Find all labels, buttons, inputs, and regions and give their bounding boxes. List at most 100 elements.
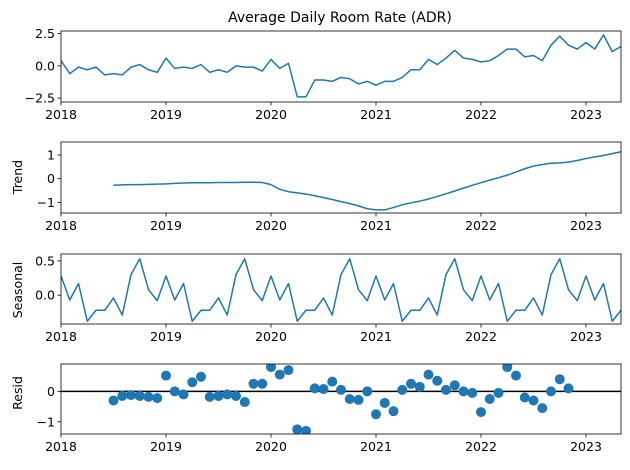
trend-axis-label: Trend <box>10 160 25 195</box>
resid-point <box>248 378 259 389</box>
trend-y-tick-label: −1 <box>37 195 55 210</box>
resid-point <box>108 395 119 406</box>
resid-point <box>239 397 250 408</box>
adr-x-tick-label: 2019 <box>150 107 182 122</box>
resid-point <box>467 387 478 398</box>
adr-axes-frame <box>60 30 622 103</box>
adr-observed-panel: 2018 2019 2020 2021 2022 2023 2.5 0.0 −2.5 <box>25 26 622 122</box>
resid-point <box>563 383 574 394</box>
resid-point <box>502 364 513 373</box>
resid-axis-label: Resid <box>10 376 25 410</box>
seasonal-axes-frame <box>60 253 622 325</box>
resid-point <box>213 390 224 401</box>
resid-point <box>283 365 294 376</box>
resid-x-tick-label: 2023 <box>570 439 602 454</box>
resid-point <box>152 393 163 404</box>
adr-x-tick-label: 2023 <box>570 107 602 122</box>
seasonal-plot-area <box>61 258 621 322</box>
resid-point <box>371 409 381 420</box>
resid-point <box>353 394 364 405</box>
resid-x-tick-label: 2019 <box>150 439 182 454</box>
trend-x-tick-label: 2020 <box>255 218 287 233</box>
resid-y-tick-label: 0 <box>47 384 55 399</box>
resid-point <box>134 390 145 401</box>
seasonal-panel: 2018 2019 2020 2021 2022 2023 0.5 0.0 <box>35 253 622 344</box>
resid-point <box>537 403 548 414</box>
resid-point <box>519 392 530 403</box>
resid-point <box>274 369 285 380</box>
trend-y-tick-label: 1 <box>47 148 55 163</box>
resid-point <box>484 394 495 404</box>
resid-point <box>449 380 460 391</box>
resid-point <box>204 391 215 402</box>
resid-point <box>406 378 416 389</box>
resid-axes-frame <box>60 363 622 435</box>
trend-x-tick-label: 2021 <box>360 218 392 233</box>
resid-point <box>388 406 399 417</box>
resid-point <box>554 374 565 385</box>
adr-y-tick-label: 2.5 <box>35 26 55 41</box>
resid-point <box>511 370 521 381</box>
resid-point <box>266 364 276 373</box>
resid-point <box>414 381 425 392</box>
seasonal-x-tick-label: 2019 <box>150 329 182 344</box>
resid-panel: 2018 2019 2020 2021 2022 2023 0 −1 <box>37 363 622 454</box>
chart-title: Average Daily Room Rate (ADR) <box>228 10 452 26</box>
resid-point <box>309 383 320 394</box>
seasonal-x-tick-label: 2021 <box>360 329 392 344</box>
seasonal-y-tick-label: 0.0 <box>35 288 55 303</box>
trend-x-tick-label: 2022 <box>465 218 497 233</box>
resid-y-tick-label: −1 <box>37 414 55 429</box>
adr-x-tick-label: 2022 <box>465 107 497 122</box>
resid-point <box>458 386 469 397</box>
trend-y-tick-label: 0 <box>47 171 55 186</box>
seasonal-axis-label: Seasonal <box>10 262 25 319</box>
resid-point <box>318 383 329 394</box>
resid-point <box>143 391 154 402</box>
resid-point <box>423 369 434 380</box>
seasonal-series-line <box>61 258 621 322</box>
resid-point <box>222 389 233 400</box>
trend-panel: 2018 2019 2020 2021 2022 2023 1 0 −1 <box>37 141 622 233</box>
resid-x-tick-label: 2022 <box>465 439 497 454</box>
resid-point <box>379 397 390 408</box>
resid-point <box>362 386 373 397</box>
resid-plot-area <box>61 364 621 434</box>
resid-point <box>528 395 539 406</box>
resid-point <box>292 424 303 434</box>
resid-point <box>257 378 268 389</box>
seasonal-x-tick-label: 2018 <box>45 329 77 344</box>
resid-x-tick-label: 2018 <box>45 439 77 454</box>
resid-point <box>476 407 486 418</box>
trend-axes-frame <box>60 141 622 214</box>
resid-point <box>196 371 206 382</box>
resid-x-tick-label: 2020 <box>255 439 287 454</box>
adr-plot-area <box>61 34 621 98</box>
resid-point <box>178 389 189 400</box>
resid-point <box>432 375 443 386</box>
resid-point <box>117 390 128 401</box>
trend-x-tick-label: 2023 <box>570 218 602 233</box>
resid-point <box>546 386 556 397</box>
seasonal-x-tick-label: 2022 <box>465 329 497 344</box>
resid-point <box>493 387 504 398</box>
adr-x-tick-label: 2018 <box>45 107 77 122</box>
resid-point <box>169 386 180 397</box>
adr-x-tick-label: 2020 <box>255 107 287 122</box>
resid-point <box>344 394 355 404</box>
resid-point <box>301 425 311 434</box>
seasonal-y-tick-label: 0.5 <box>35 253 55 268</box>
adr-y-tick-label: −2.5 <box>25 91 55 106</box>
trend-series-line <box>113 150 621 211</box>
resid-point <box>161 370 171 381</box>
adr-y-tick-label: 0.0 <box>35 58 55 73</box>
resid-point <box>441 384 451 395</box>
trend-plot-area <box>113 150 621 211</box>
adr-series-line <box>61 34 621 98</box>
seasonal-x-tick-label: 2020 <box>255 329 287 344</box>
resid-point <box>397 384 408 395</box>
adr-x-tick-label: 2021 <box>360 107 392 122</box>
trend-x-tick-label: 2018 <box>45 218 77 233</box>
trend-x-tick-label: 2019 <box>150 218 182 233</box>
